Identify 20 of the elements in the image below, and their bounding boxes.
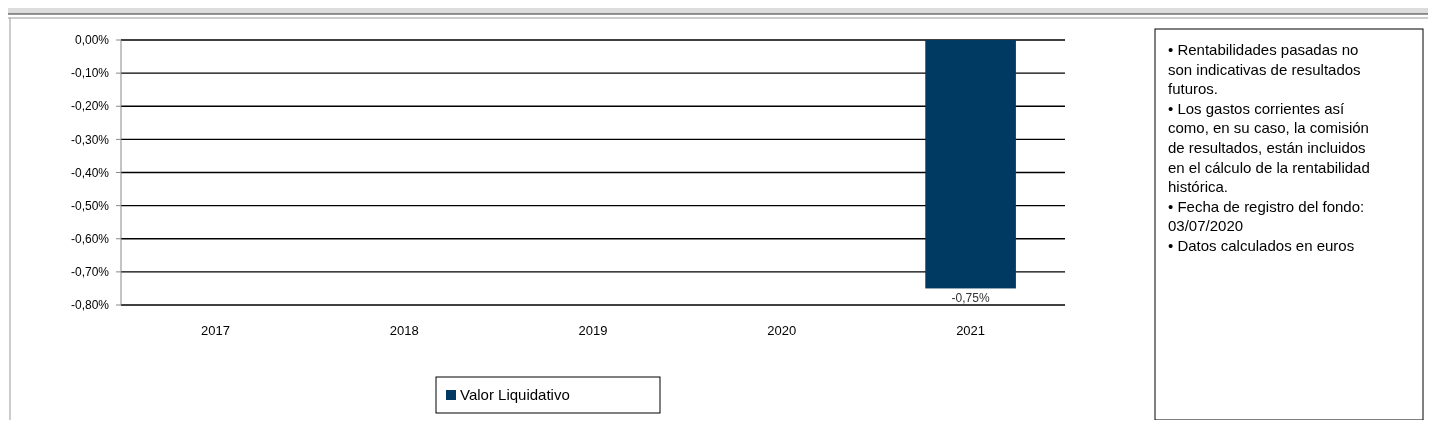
y-tick-label: -0,80% [70,298,110,313]
legend-label: Valor Liquidativo [460,386,570,404]
y-tick-label: -0,50% [70,198,110,213]
text: • Los gastos corrientes así como, en su caso, la comisión de resultados, están incluidos en el cálculo de la rentabilidad histórica. [1168,99,1370,196]
x-tick-label: 2020 [767,323,797,338]
text: • Fecha de registro del fondo: 03/07/2020 [1168,197,1365,235]
y-tick-label: -0,10% [70,66,110,81]
y-tick-label: -0,20% [70,99,110,114]
text: • Rentabilidades pasadas no son indicativas de resultados futuros. [1168,41,1361,98]
y-tick-label: -0,40% [70,165,110,180]
data-label: -0,75% [951,291,990,306]
y-tick-label: 0,00% [74,33,110,48]
x-tick-label: 2017 [200,323,230,338]
x-tick-label: 2018 [389,323,419,338]
y-tick-label: -0,60% [70,231,110,246]
y-tick-label: -0,30% [70,132,110,147]
text: • Datos calculados en euros [1168,237,1355,254]
x-tick-label: 2021 [956,323,986,338]
y-tick-label: -0,70% [70,265,110,280]
x-tick-label: 2019 [578,323,608,338]
